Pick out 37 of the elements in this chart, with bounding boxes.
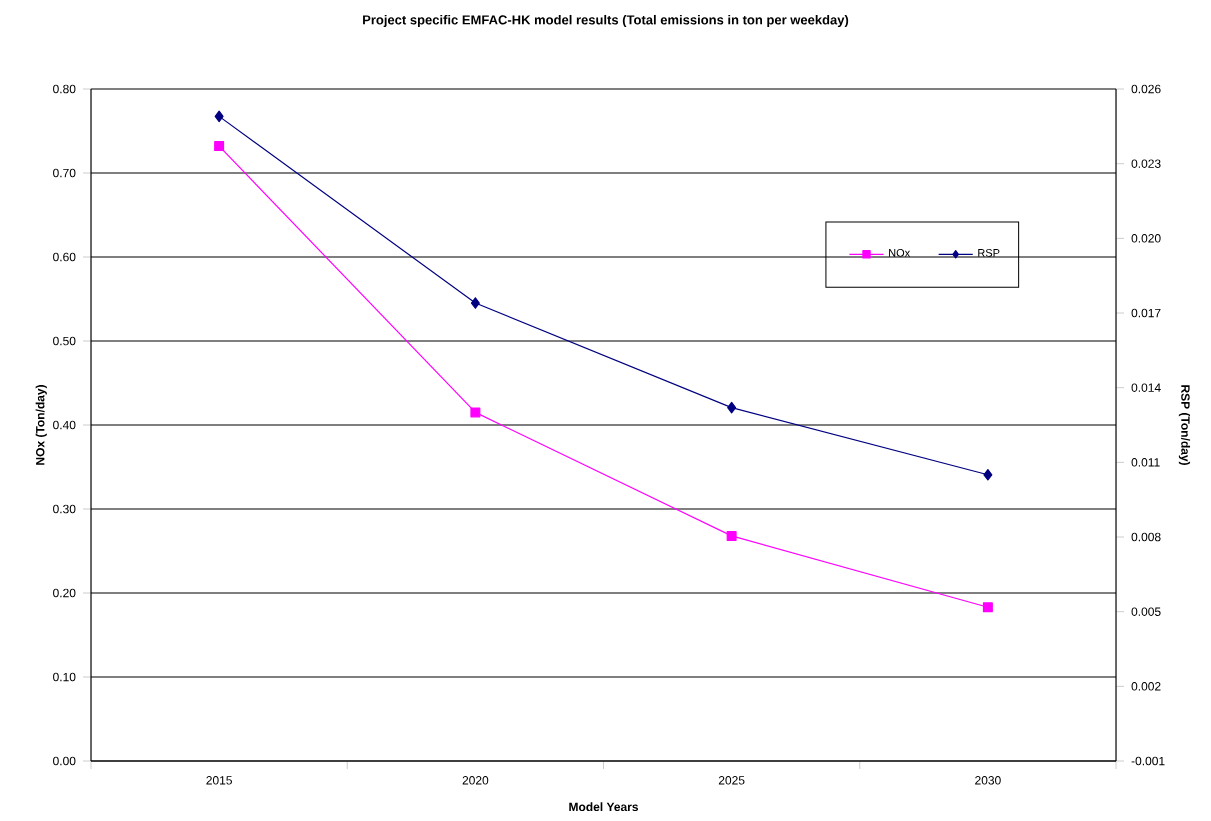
point (214, 141, 225, 152)
y2-tick-label: 0.014 (1131, 383, 1161, 392)
y-tick-label: 0.70 (53, 168, 76, 178)
point (983, 468, 993, 481)
legend-label: RSP (978, 248, 1000, 257)
y2-tick-label: 0.023 (1131, 159, 1161, 168)
point (727, 401, 737, 414)
y-tick-label: 0.10 (53, 672, 76, 682)
y-tick-label: 0.00 (53, 756, 76, 766)
point (726, 530, 737, 541)
chart-title: Project specific EMFAC-HK model results (Total emissions in ton per weekday) (363, 14, 849, 28)
x-tick-label: 2020 (462, 776, 489, 785)
y-tick-label: 0.50 (53, 336, 76, 346)
point (470, 297, 480, 309)
y2-tick-label: 0.026 (1131, 84, 1161, 94)
point (214, 110, 224, 123)
y-tick-label: 0.80 (53, 84, 76, 94)
y2-tick-label: 0.011 (1131, 458, 1160, 467)
y-tick-label: 0.40 (53, 420, 76, 430)
y2-tick-label: -0.001 (1131, 756, 1165, 766)
x-tick-label: 2025 (718, 776, 745, 785)
point (470, 407, 481, 418)
point (982, 602, 993, 613)
y-tick-label: 0.20 (53, 588, 76, 598)
y2-tick-label: 0.017 (1131, 308, 1161, 318)
y2-tick-label: 0.002 (1131, 682, 1161, 691)
y-axis-title: NOx (Ton/day) (35, 385, 47, 465)
x-axis-title: Model Years (569, 802, 639, 812)
legend-label: NOx (889, 248, 911, 257)
y-tick-label: 0.30 (53, 504, 76, 514)
y-tick-label: 0.60 (53, 252, 76, 262)
x-tick-label: 2030 (975, 776, 1001, 785)
y2-tick-label: 0.008 (1131, 532, 1161, 542)
y2-tick-label: 0.020 (1131, 234, 1161, 243)
x-tick-label: 2015 (206, 776, 232, 785)
y2-tick-label: 0.005 (1131, 607, 1161, 616)
y2-axis-title: RSP (Ton/day) (1178, 385, 1191, 465)
